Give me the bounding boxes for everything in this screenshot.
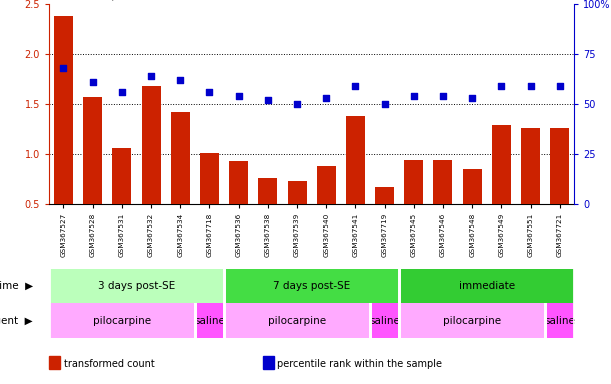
Bar <box>49 303 195 338</box>
Bar <box>370 303 399 338</box>
Bar <box>399 269 574 303</box>
Point <box>117 89 126 95</box>
Point <box>525 83 535 89</box>
Point <box>379 101 389 107</box>
Point <box>467 94 477 101</box>
Bar <box>258 177 277 204</box>
Bar <box>54 16 73 204</box>
Point <box>497 83 507 89</box>
Bar <box>404 160 423 204</box>
Bar <box>463 169 481 204</box>
Text: pilocarpine: pilocarpine <box>443 316 501 326</box>
Text: saline: saline <box>544 316 575 326</box>
Point <box>263 97 273 103</box>
Text: agent  ▶: agent ▶ <box>0 316 33 326</box>
Text: pilocarpine: pilocarpine <box>268 316 326 326</box>
Bar <box>521 127 540 204</box>
Text: immediate: immediate <box>459 281 515 291</box>
Text: 3 days post-SE: 3 days post-SE <box>98 281 175 291</box>
Bar <box>49 269 224 303</box>
Bar <box>375 187 394 204</box>
Bar <box>200 152 219 204</box>
Point <box>88 79 98 85</box>
Bar <box>142 86 161 204</box>
Bar <box>83 97 102 204</box>
Point <box>438 93 448 99</box>
Point <box>555 83 565 89</box>
Point <box>205 89 214 95</box>
Text: saline: saline <box>194 316 225 326</box>
Text: time  ▶: time ▶ <box>0 281 33 291</box>
Bar <box>288 180 307 204</box>
Bar <box>195 303 224 338</box>
Point <box>292 101 302 107</box>
Bar <box>433 160 453 204</box>
Point <box>234 93 244 99</box>
Text: GDS3827 / 90093: GDS3827 / 90093 <box>49 0 160 1</box>
Bar <box>399 303 545 338</box>
Point <box>351 83 360 89</box>
Bar <box>346 116 365 204</box>
Bar <box>492 125 511 204</box>
Point <box>175 77 185 83</box>
Bar <box>229 161 248 204</box>
Point <box>321 94 331 101</box>
Text: 7 days post-SE: 7 days post-SE <box>273 281 350 291</box>
Bar <box>545 303 574 338</box>
Text: percentile rank within the sample: percentile rank within the sample <box>277 359 442 369</box>
Point <box>59 65 68 71</box>
Text: transformed count: transformed count <box>64 359 155 369</box>
Bar <box>551 127 569 204</box>
Bar <box>224 269 399 303</box>
Bar <box>170 112 190 204</box>
Bar <box>112 147 131 204</box>
Text: saline: saline <box>369 316 400 326</box>
Bar <box>224 303 370 338</box>
Point <box>409 93 419 99</box>
Point <box>146 73 156 79</box>
Bar <box>316 166 335 204</box>
Text: pilocarpine: pilocarpine <box>93 316 151 326</box>
